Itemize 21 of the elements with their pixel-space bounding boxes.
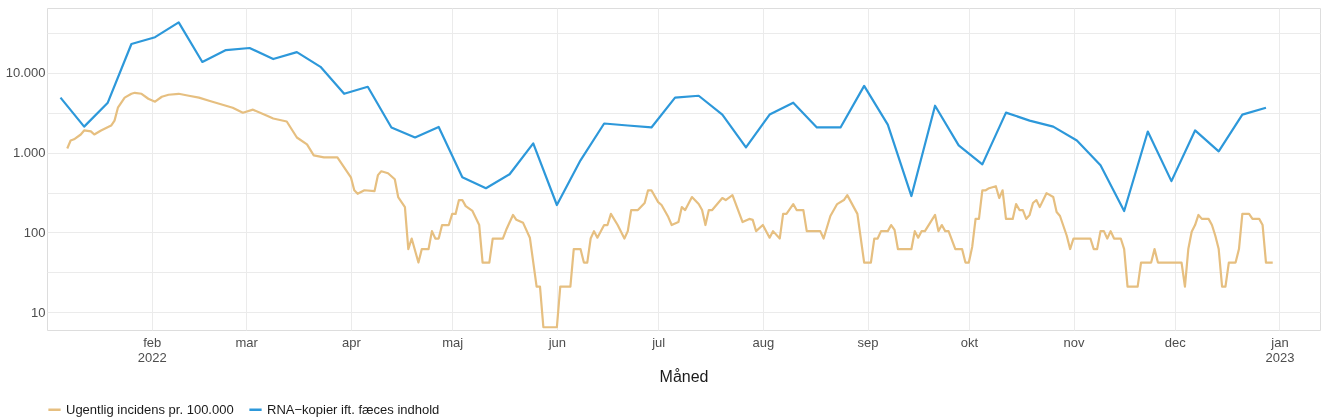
y-tick-label: 1.000 [12, 145, 46, 161]
line-series [59, 21, 1268, 213]
y-tick-label: 100 [23, 224, 46, 240]
y-tick-label: 10 [31, 304, 46, 320]
legend-label: RNA−kopier ift. fæces indhold [267, 401, 440, 417]
x-tick-label: apr [342, 334, 362, 350]
x-tick-label: sep [857, 334, 879, 350]
x-tick-label: maj [442, 334, 464, 350]
x-tick-label: jan 2023 [1265, 334, 1295, 365]
x-tick-label: mar [235, 334, 259, 350]
x-tick-label: nov [1063, 334, 1085, 350]
x-axis-title: Måned [659, 367, 709, 385]
x-tick-label: dec [1164, 334, 1187, 350]
x-tick-label: jun [547, 334, 567, 350]
x-tick-label: okt [960, 334, 979, 350]
legend-label: Ugentlig incidens pr. 100.000 [66, 401, 234, 417]
line-series [66, 91, 1274, 329]
x-tick-label: jul [651, 334, 666, 350]
x-tick-label: aug [752, 334, 775, 350]
x-tick-label: feb 2022 [137, 334, 167, 365]
y-tick-label: 10.000 [5, 65, 46, 81]
